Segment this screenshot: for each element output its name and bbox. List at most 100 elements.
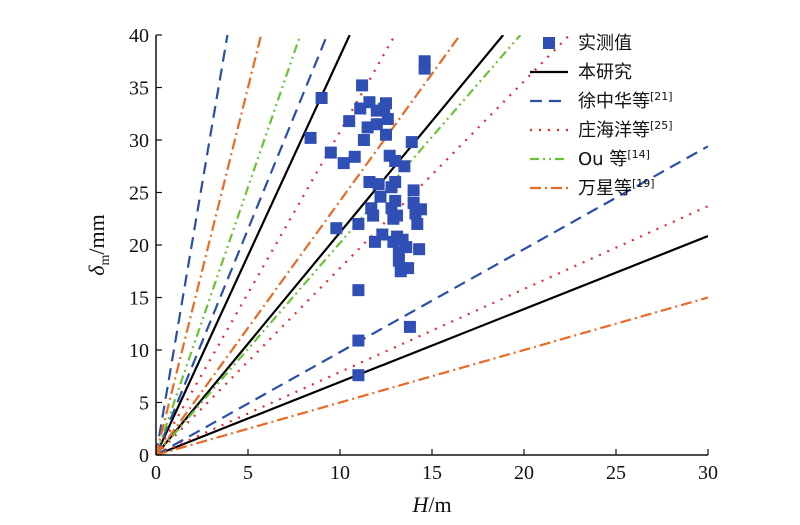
series-line bbox=[156, 35, 351, 455]
data-point bbox=[356, 79, 369, 92]
data-point bbox=[354, 102, 367, 115]
series-line bbox=[156, 35, 571, 455]
y-tick-label: 0 bbox=[139, 445, 149, 467]
x-axis-title: H/m bbox=[411, 492, 451, 517]
data-point bbox=[315, 92, 328, 104]
y-ticks: 0 5 10 15 20 25 30 35 40 bbox=[129, 25, 162, 467]
x-tick-label: 0 bbox=[151, 462, 161, 484]
y-axis-title-symbol: δ bbox=[84, 265, 109, 276]
data-point bbox=[380, 97, 392, 110]
legend-label: 徐中华等[21] bbox=[578, 90, 673, 112]
legend-item: 实测值 bbox=[543, 33, 632, 54]
data-point bbox=[304, 131, 317, 144]
series-line bbox=[156, 35, 505, 455]
data-point bbox=[357, 134, 370, 146]
series-line bbox=[156, 205, 708, 455]
data-point bbox=[343, 115, 356, 128]
legend-item: 万星等[19] bbox=[530, 177, 655, 199]
x-axis-title-symbol: H bbox=[411, 492, 429, 517]
y-tick-label: 35 bbox=[129, 78, 149, 100]
x-tick-label: 5 bbox=[243, 462, 253, 484]
legend-label-ref: [14] bbox=[627, 148, 650, 161]
y-tick-label: 30 bbox=[129, 130, 149, 152]
data-point bbox=[352, 284, 365, 297]
y-tick-label: 5 bbox=[139, 393, 149, 415]
legend-label: 实测值 bbox=[578, 33, 632, 54]
y-axis-title-unit: /mm bbox=[84, 214, 109, 254]
data-point bbox=[414, 203, 427, 216]
data-point bbox=[337, 157, 350, 170]
series-line bbox=[156, 145, 708, 455]
legend-label-name: 万星等 bbox=[578, 178, 632, 199]
data-point bbox=[413, 243, 426, 256]
y-tick-label: 10 bbox=[129, 340, 149, 362]
legend-item: Ou 等[14] bbox=[530, 148, 650, 170]
legend-label-name: 实测值 bbox=[578, 33, 632, 54]
legend-label: Ou 等[14] bbox=[578, 148, 650, 170]
fit-lines bbox=[156, 35, 708, 455]
data-point bbox=[403, 320, 416, 333]
data-point bbox=[380, 128, 392, 141]
data-point bbox=[352, 369, 365, 382]
data-point bbox=[330, 222, 343, 235]
legend-label: 庄海洋等[25] bbox=[578, 119, 673, 141]
series-line bbox=[156, 35, 302, 455]
data-point bbox=[407, 184, 420, 197]
y-axis-title-subscript: m bbox=[98, 255, 113, 266]
series-line bbox=[156, 235, 708, 455]
data-point bbox=[372, 178, 385, 191]
y-tick-label: 40 bbox=[129, 25, 149, 47]
legend-marker bbox=[543, 37, 555, 49]
y-tick-label: 20 bbox=[129, 235, 149, 257]
data-point bbox=[392, 254, 405, 267]
y-tick-label: 25 bbox=[129, 183, 149, 205]
legend-label-name: 本研究 bbox=[578, 62, 632, 83]
legend-label-ref: [25] bbox=[650, 119, 673, 132]
legend-label-name: Ou 等 bbox=[578, 149, 627, 170]
data-point bbox=[391, 209, 404, 222]
legend-label: 万星等[19] bbox=[578, 177, 655, 199]
data-point bbox=[405, 136, 418, 149]
y-axis-title: δm/mm bbox=[84, 214, 113, 275]
data-point bbox=[352, 334, 365, 347]
data-point bbox=[376, 228, 389, 241]
x-tick-label: 15 bbox=[422, 462, 442, 484]
data-point bbox=[381, 113, 394, 125]
data-point bbox=[398, 160, 411, 173]
series-line bbox=[156, 35, 522, 455]
x-tick-label: 30 bbox=[698, 462, 718, 484]
data-point bbox=[389, 155, 402, 167]
x-tick-label: 20 bbox=[514, 462, 534, 484]
data-point bbox=[348, 150, 361, 163]
scatter-points bbox=[304, 55, 431, 382]
data-point bbox=[418, 62, 431, 75]
data-point bbox=[389, 176, 402, 188]
x-tick-label: 10 bbox=[330, 462, 350, 484]
legend-item: 徐中华等[21] bbox=[530, 90, 673, 112]
data-point bbox=[370, 118, 383, 131]
legend-item: 庄海洋等[25] bbox=[530, 119, 673, 141]
data-point bbox=[361, 121, 374, 134]
data-point bbox=[352, 218, 365, 230]
data-point bbox=[367, 209, 380, 222]
x-ticks: 0 5 10 15 20 25 30 bbox=[151, 449, 718, 484]
data-point bbox=[400, 241, 413, 254]
series-line bbox=[156, 35, 229, 455]
data-point bbox=[411, 218, 424, 230]
legend-label-ref: [19] bbox=[632, 177, 655, 190]
x-axis-title-unit: /m bbox=[428, 492, 451, 517]
x-tick-label: 25 bbox=[606, 462, 626, 484]
series-line bbox=[156, 296, 708, 455]
data-point bbox=[374, 190, 387, 203]
series-line bbox=[156, 35, 462, 455]
series-line bbox=[156, 35, 263, 455]
legend-label-ref: [21] bbox=[650, 90, 673, 103]
legend-label-name: 徐中华等 bbox=[578, 91, 650, 112]
series-line bbox=[156, 35, 329, 455]
data-point bbox=[363, 176, 376, 188]
data-point bbox=[389, 194, 402, 207]
y-tick-label: 15 bbox=[129, 288, 149, 310]
legend-label-name: 庄海洋等 bbox=[578, 120, 650, 141]
